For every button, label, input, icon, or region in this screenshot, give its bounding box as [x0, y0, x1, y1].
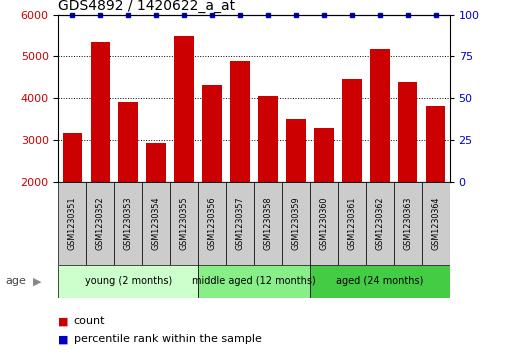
Text: count: count	[74, 316, 105, 326]
Text: GSM1230364: GSM1230364	[431, 196, 440, 250]
Text: GSM1230362: GSM1230362	[375, 196, 384, 250]
Text: percentile rank within the sample: percentile rank within the sample	[74, 334, 262, 344]
Bar	[338, 182, 366, 265]
Bar	[342, 79, 362, 182]
Text: GSM1230352: GSM1230352	[96, 196, 105, 250]
Bar	[258, 95, 278, 182]
Bar	[86, 182, 114, 265]
Bar	[314, 128, 334, 182]
Bar	[254, 182, 282, 265]
Text: aged (24 months): aged (24 months)	[336, 276, 423, 286]
Text: young (2 months): young (2 months)	[85, 276, 172, 286]
Text: middle aged (12 months): middle aged (12 months)	[192, 276, 316, 286]
Bar	[118, 102, 138, 182]
Bar	[146, 143, 166, 182]
Text: ■: ■	[58, 334, 69, 344]
Bar	[198, 182, 226, 265]
Bar	[230, 61, 250, 182]
Bar	[58, 182, 86, 265]
Bar	[394, 182, 422, 265]
Bar	[286, 119, 306, 182]
Bar	[366, 182, 394, 265]
Text: GDS4892 / 1420622_a_at: GDS4892 / 1420622_a_at	[58, 0, 236, 13]
Bar	[202, 85, 222, 182]
Text: GSM1230358: GSM1230358	[264, 196, 272, 250]
Bar	[282, 182, 310, 265]
Bar	[114, 182, 142, 265]
Bar	[422, 182, 450, 265]
Text: ■: ■	[58, 316, 69, 326]
Bar	[426, 106, 446, 182]
Bar	[310, 265, 450, 298]
Text: GSM1230353: GSM1230353	[124, 196, 133, 250]
Bar	[370, 49, 390, 182]
Text: ▶: ▶	[33, 276, 42, 286]
Text: GSM1230357: GSM1230357	[236, 196, 244, 250]
Text: GSM1230359: GSM1230359	[292, 196, 300, 250]
Bar	[170, 182, 198, 265]
Bar	[174, 36, 194, 182]
Text: GSM1230355: GSM1230355	[180, 196, 188, 250]
Bar	[310, 182, 338, 265]
Bar	[198, 265, 310, 298]
Text: GSM1230363: GSM1230363	[403, 196, 412, 250]
Text: age: age	[5, 276, 26, 286]
Bar	[226, 182, 254, 265]
Text: GSM1230351: GSM1230351	[68, 196, 77, 250]
Text: GSM1230354: GSM1230354	[152, 196, 161, 250]
Bar	[142, 182, 170, 265]
Text: GSM1230356: GSM1230356	[208, 196, 216, 250]
Bar	[58, 265, 198, 298]
Bar	[62, 134, 82, 182]
Text: GSM1230360: GSM1230360	[320, 196, 328, 250]
Bar	[90, 42, 110, 182]
Bar	[398, 82, 418, 182]
Text: GSM1230361: GSM1230361	[347, 196, 356, 250]
